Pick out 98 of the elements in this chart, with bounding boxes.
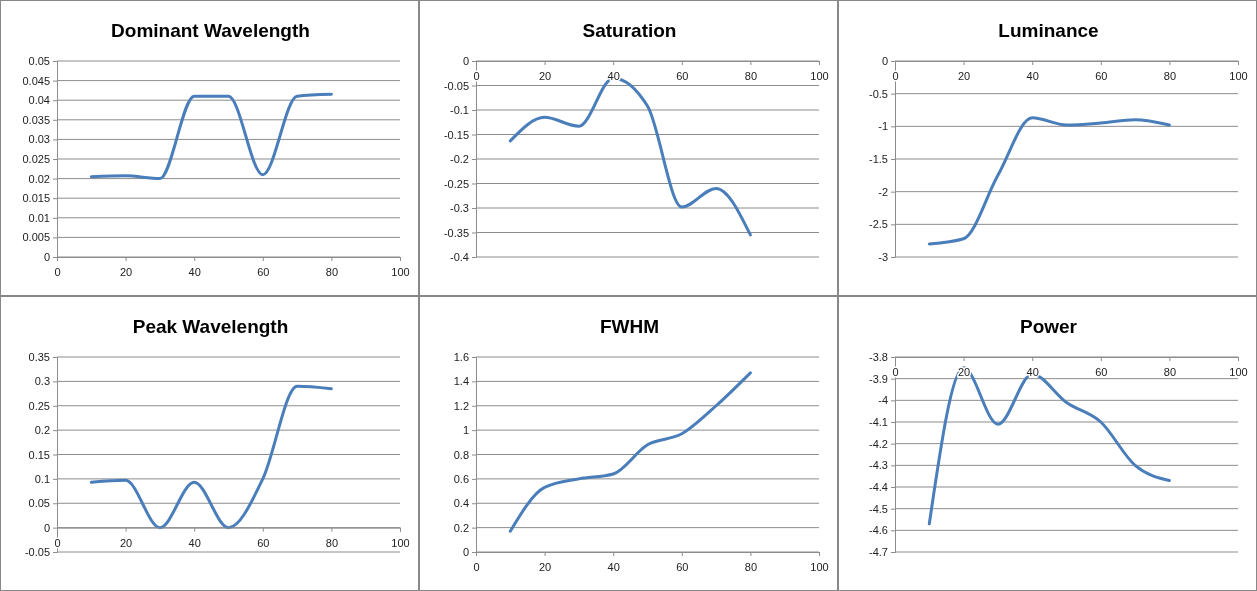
x-tick-label: 0 <box>473 70 480 83</box>
x-tick-label: 0 <box>473 561 480 574</box>
x-tick-label: 80 <box>744 70 758 83</box>
y-tick-label: -0.4 <box>450 251 469 264</box>
y-tick-label: -4 <box>878 394 888 407</box>
y-tick-label: -4.7 <box>869 546 888 559</box>
y-tick-label: 0 <box>462 546 469 559</box>
y-tick-label: -4.1 <box>869 416 888 429</box>
x-tick-label: 40 <box>1026 70 1039 83</box>
x-tick-label: 80 <box>1163 70 1177 83</box>
line-series <box>89 92 333 181</box>
y-tick-label: 0.01 <box>28 211 50 224</box>
y-tick-label: 0.1 <box>34 472 50 485</box>
y-tick-label: 0.8 <box>453 448 469 461</box>
y-tick-label: 1.4 <box>453 375 469 388</box>
x-tick-label: 100 <box>1229 366 1248 379</box>
y-tick-label: -0.1 <box>450 104 469 117</box>
y-tick-label: -4.4 <box>869 481 888 494</box>
y-tick-label: 1.6 <box>453 351 469 364</box>
y-tick-label: -1.5 <box>869 153 888 166</box>
y-tick-label: 0.05 <box>28 55 50 68</box>
chart-title: Luminance <box>998 20 1099 41</box>
y-tick-label: 1 <box>462 424 469 437</box>
y-tick-label: 0.025 <box>22 153 50 166</box>
y-tick-label: 0.04 <box>28 94 50 107</box>
y-tick-label: 0.35 <box>28 351 50 364</box>
line-series <box>927 116 1171 246</box>
x-tick-label: 60 <box>1095 366 1108 379</box>
x-tick-label: 100 <box>1229 70 1248 83</box>
y-tick-label: -2 <box>878 185 888 198</box>
chart-title: Dominant Wavelength <box>111 20 310 41</box>
y-tick-label: 0.6 <box>453 472 469 485</box>
y-tick-label: 0.2 <box>34 424 50 437</box>
y-tick-label: -0.05 <box>443 79 469 92</box>
x-tick-label: 60 <box>257 266 270 279</box>
x-tick-label: 40 <box>607 561 620 574</box>
x-tick-label: 20 <box>119 536 133 549</box>
y-tick-label: 0.3 <box>34 375 50 388</box>
x-tick-label: 80 <box>744 561 758 574</box>
y-tick-label: 0 <box>881 55 888 68</box>
y-tick-label: -2.5 <box>869 218 888 231</box>
y-tick-label: -1 <box>878 120 888 133</box>
line-series <box>508 371 752 533</box>
chart-title: Peak Wavelength <box>132 316 289 337</box>
y-tick-label: 0.2 <box>453 521 469 534</box>
y-tick-label: -0.05 <box>24 546 50 559</box>
x-tick-label: 60 <box>1095 70 1108 83</box>
y-tick-label: 0.4 <box>453 497 469 510</box>
x-tick-label: 100 <box>810 70 829 83</box>
y-tick-label: 0.035 <box>22 113 50 126</box>
line-series <box>89 384 333 530</box>
y-tick-label: -3 <box>878 251 888 264</box>
y-tick-label: 0.045 <box>22 74 50 87</box>
y-tick-label: 0 <box>43 251 50 264</box>
y-tick-label: -0.35 <box>443 226 469 239</box>
y-tick-label: 0.03 <box>28 133 50 146</box>
y-tick-label: 0 <box>43 521 50 534</box>
x-tick-label: 60 <box>676 70 689 83</box>
y-tick-label: -4.3 <box>869 459 888 472</box>
x-tick-label: 100 <box>810 561 829 574</box>
x-tick-label: 80 <box>1163 366 1177 379</box>
y-tick-label: -0.15 <box>443 128 469 141</box>
x-tick-label: 40 <box>188 536 201 549</box>
x-tick-label: 0 <box>54 536 61 549</box>
chart-title: FWHM <box>599 316 660 337</box>
y-tick-label: -3.9 <box>869 372 888 385</box>
y-tick-label: 0.15 <box>28 448 50 461</box>
x-tick-label: 0 <box>892 366 899 379</box>
x-tick-label: 100 <box>391 536 410 549</box>
x-tick-label: 40 <box>188 266 201 279</box>
y-tick-label: 0.02 <box>28 172 50 185</box>
y-tick-label: 1.2 <box>453 399 469 412</box>
chart-title: Saturation <box>582 20 677 41</box>
x-tick-label: 20 <box>957 70 971 83</box>
y-tick-label: -4.6 <box>869 524 888 537</box>
y-tick-label: -0.25 <box>443 177 469 190</box>
x-tick-label: 20 <box>538 70 552 83</box>
x-tick-label: 80 <box>325 536 339 549</box>
x-tick-label: 60 <box>257 536 270 549</box>
x-tick-label: 80 <box>325 266 339 279</box>
chart-title: Power <box>1019 316 1078 337</box>
y-tick-label: -4.2 <box>869 437 888 450</box>
x-tick-label: 20 <box>119 266 133 279</box>
y-tick-label: 0.005 <box>22 231 50 244</box>
y-tick-label: -0.5 <box>869 87 888 100</box>
y-tick-label: 0.015 <box>22 192 50 205</box>
y-tick-label: 0 <box>462 55 469 68</box>
y-tick-label: -3.8 <box>869 351 888 364</box>
y-tick-label: 0.25 <box>28 399 50 412</box>
x-tick-label: 0 <box>54 266 61 279</box>
x-tick-label: 60 <box>676 561 689 574</box>
y-tick-label: -0.3 <box>450 202 469 215</box>
x-tick-label: 100 <box>391 266 410 279</box>
x-tick-label: 0 <box>892 70 899 83</box>
y-tick-label: -4.5 <box>869 502 888 515</box>
x-tick-label: 20 <box>538 561 552 574</box>
y-tick-label: -0.2 <box>450 153 469 166</box>
y-tick-label: 0.05 <box>28 497 50 510</box>
